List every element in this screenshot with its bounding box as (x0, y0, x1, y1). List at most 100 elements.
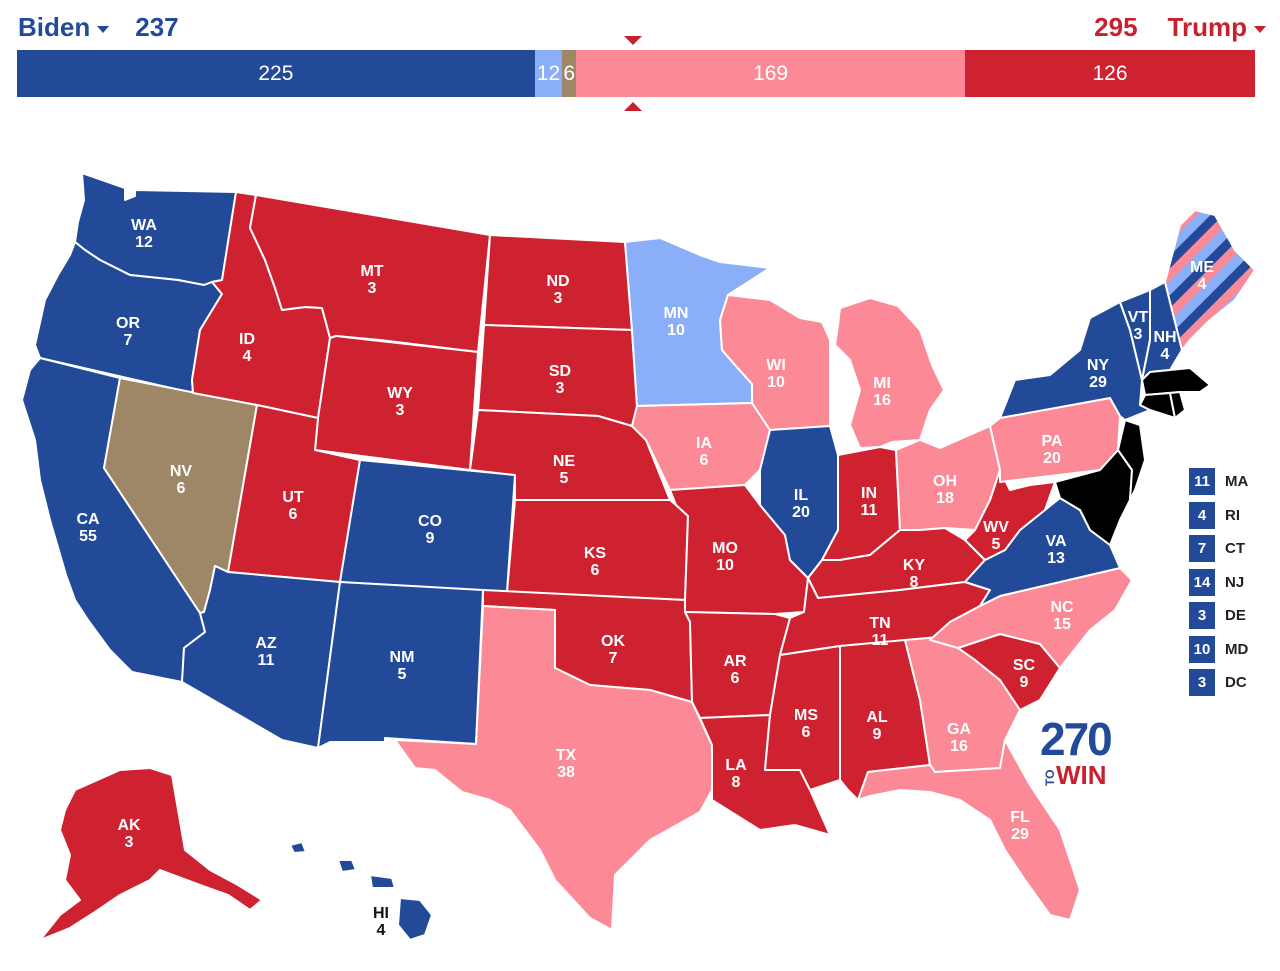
state-ev-NC: 15 (1053, 616, 1071, 633)
state-ev-ND: 3 (554, 290, 563, 307)
state-label-NC: NC 15 (1050, 599, 1074, 633)
state-ME[interactable] (1164, 209, 1256, 351)
small-state-row-nj[interactable]: 14 NJ (1188, 567, 1248, 597)
state-ev-NE: 5 (560, 470, 569, 487)
small-state-ev-ma[interactable]: 11 (1188, 467, 1216, 496)
state-abbr-IA: IA (696, 435, 712, 452)
state-label-NV: NV 6 (170, 463, 193, 497)
state-label-MT: MT 3 (360, 263, 383, 297)
state-NE-corner[interactable] (1054, 449, 1133, 546)
trump-name[interactable]: Trump (1167, 12, 1247, 42)
small-state-ev-de[interactable]: 3 (1188, 601, 1216, 630)
state-ev-UT: 6 (289, 506, 298, 523)
small-state-ev-md[interactable]: 10 (1188, 634, 1216, 664)
state-MA[interactable] (1141, 367, 1211, 396)
small-state-row-dc[interactable]: 3 DC (1188, 668, 1248, 697)
state-label-AZ: AZ 11 (255, 635, 277, 669)
state-abbr-OH: OH (933, 473, 957, 490)
state-label-WA: WA 12 (131, 217, 157, 251)
state-abbr-HI: HI (373, 905, 389, 922)
state-WI[interactable] (719, 294, 831, 431)
small-state-row-ri[interactable]: 4 RI (1188, 500, 1248, 530)
state-abbr-CO: CO (418, 513, 442, 530)
state-ev-KY: 8 (910, 574, 919, 591)
small-state-ev-ct[interactable]: 7 (1188, 534, 1216, 563)
state-ev-IL: 20 (792, 504, 810, 521)
state-abbr-MT: MT (360, 263, 383, 280)
state-abbr-WA: WA (131, 217, 157, 234)
state-HI[interactable] (289, 841, 433, 941)
state-label-KY: KY 8 (903, 557, 926, 591)
state-ev-GA: 16 (950, 738, 968, 755)
small-state-row-ma[interactable]: 11 MA (1188, 467, 1248, 496)
state-ev-MS: 6 (802, 724, 811, 741)
small-state-ev-dc[interactable]: 3 (1188, 668, 1216, 697)
state-MI[interactable] (834, 297, 945, 449)
state-ev-MI: 16 (873, 392, 891, 409)
trump-total: 295 (1094, 12, 1138, 42)
biden-header: Biden 237 (18, 12, 179, 43)
state-NJ[interactable] (1117, 419, 1146, 501)
trump-dropdown-caret-icon[interactable] (1254, 25, 1266, 33)
state-FL[interactable] (857, 739, 1081, 921)
state-ev-AL: 9 (873, 726, 882, 743)
state-abbr-TN: TN (869, 615, 890, 632)
state-abbr-IL: IL (794, 487, 808, 504)
state-RI[interactable] (1169, 391, 1186, 419)
state-AK[interactable] (39, 767, 263, 941)
state-ev-OR: 7 (124, 332, 133, 349)
state-abbr-LA: LA (725, 757, 747, 774)
state-label-GA: GA 16 (947, 721, 971, 755)
bar-segment-tossup: 6 (562, 50, 577, 97)
state-ev-SD: 3 (556, 380, 565, 397)
state-abbr-WV: WV (983, 519, 1009, 536)
small-state-row-md[interactable]: 10 MD (1188, 634, 1249, 664)
state-label-VT: VT 3 (1128, 309, 1149, 343)
state-WV[interactable] (964, 469, 1056, 561)
state-label-WY: WY 3 (387, 385, 413, 419)
small-state-row-ct[interactable]: 7 CT (1188, 534, 1248, 563)
state-label-SD: SD 3 (549, 363, 571, 397)
state-abbr-SC: SC (1013, 657, 1036, 674)
state-ev-NV: 6 (177, 480, 186, 497)
small-state-ev-ri[interactable]: 4 (1188, 500, 1216, 530)
state-label-OK: OK 7 (601, 633, 625, 667)
state-ev-AZ: 11 (258, 652, 275, 669)
state-ev-VA: 13 (1047, 550, 1065, 567)
state-abbr-MN: MN (664, 305, 689, 322)
state-ev-WV: 5 (992, 536, 1001, 553)
state-ev-OK: 7 (609, 650, 618, 667)
biden-dropdown-caret-icon[interactable] (97, 25, 110, 33)
state-label-MI: MI 16 (873, 375, 891, 409)
small-states-list: 11 MA 4 RI 7 CT 14 NJ 3 DE 10 MD 3 DC (1188, 467, 1248, 702)
state-ev-VT: 3 (1134, 326, 1143, 343)
state-abbr-ID: ID (239, 331, 255, 348)
state-TX[interactable] (394, 605, 713, 931)
state-label-FL: FL 29 (1010, 809, 1030, 843)
state-abbr-NM: NM (390, 649, 415, 666)
state-abbr-SD: SD (549, 363, 571, 380)
state-ev-CO: 9 (426, 530, 435, 547)
state-label-IA: IA 6 (696, 435, 712, 469)
state-label-MS: MS 6 (794, 707, 818, 741)
state-ev-WY: 3 (396, 402, 405, 419)
state-ev-IN: 11 (861, 502, 878, 519)
state-ev-ID: 4 (243, 348, 252, 365)
state-label-AL: AL 9 (866, 709, 888, 743)
state-ev-LA: 8 (732, 774, 741, 791)
state-ev-TN: 11 (872, 632, 889, 649)
state-ev-MT: 3 (368, 280, 377, 297)
state-abbr-AR: AR (723, 653, 747, 670)
state-ev-CA: 55 (79, 528, 97, 545)
state-ev-IA: 6 (700, 452, 709, 469)
state-abbr-ND: ND (546, 273, 569, 290)
bar-segment-safe-rep: 126 (965, 50, 1255, 97)
biden-name[interactable]: Biden (18, 12, 91, 42)
small-state-row-de[interactable]: 3 DE (1188, 601, 1248, 630)
state-label-CO: CO 9 (418, 513, 442, 547)
state-label-UT: UT 6 (282, 489, 304, 523)
small-state-abbr-md: MD (1225, 640, 1249, 658)
small-state-ev-nj[interactable]: 14 (1188, 567, 1216, 597)
state-abbr-MS: MS (794, 707, 818, 724)
